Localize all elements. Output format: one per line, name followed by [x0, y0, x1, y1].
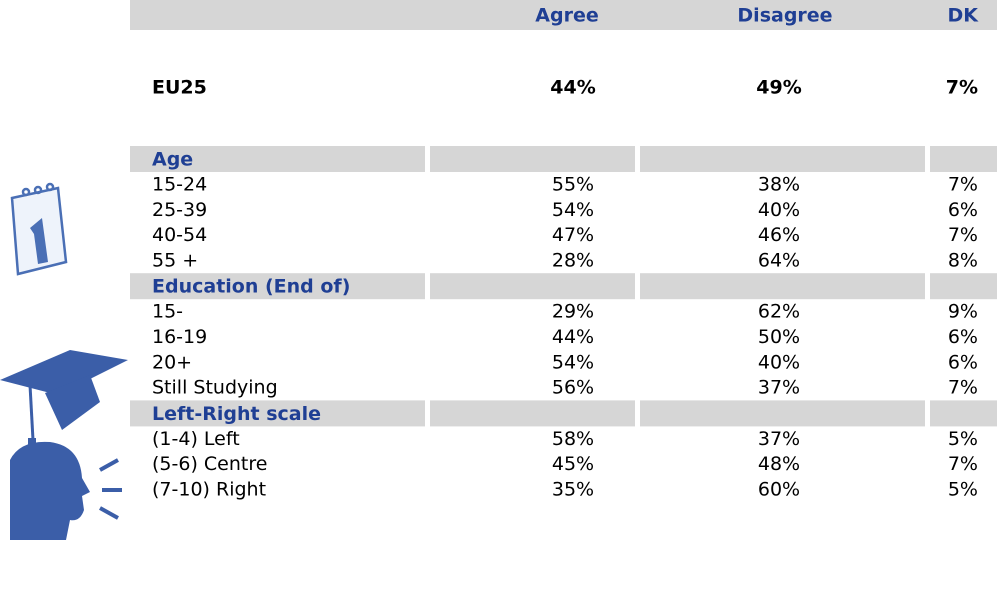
section-band	[130, 400, 425, 427]
cell: 29%	[552, 301, 594, 323]
cell: 7%	[946, 77, 978, 99]
row-label: (1-4) Left	[152, 428, 240, 450]
cell: 6%	[948, 326, 978, 348]
calendar-icon	[10, 182, 68, 276]
row-label: Still Studying	[152, 377, 278, 399]
cell: 7%	[948, 377, 978, 399]
cell: 47%	[552, 224, 594, 246]
column-header: Disagree	[737, 5, 832, 27]
cell: 40%	[758, 351, 800, 373]
cell: 50%	[758, 326, 800, 348]
header-band	[130, 0, 997, 30]
cell: 58%	[552, 428, 594, 450]
cell: 35%	[552, 479, 594, 501]
cell: 48%	[758, 453, 800, 475]
speaking-head-icon	[10, 441, 122, 540]
row-label: (7-10) Right	[152, 479, 266, 501]
cell: 5%	[948, 428, 978, 450]
cell: 55%	[552, 174, 594, 196]
cell: 28%	[552, 249, 594, 271]
section-band	[640, 146, 925, 172]
section-band	[640, 400, 925, 427]
cell: 49%	[756, 77, 801, 99]
section-band	[430, 400, 635, 427]
cell: 46%	[758, 224, 800, 246]
graduation-icon	[0, 350, 128, 450]
cell: 54%	[552, 351, 594, 373]
cell: 40%	[758, 199, 800, 221]
row-label: 25-39	[152, 199, 207, 221]
section-title: Age	[152, 149, 193, 171]
column-header: Agree	[535, 5, 598, 27]
cell: 5%	[948, 479, 978, 501]
cell: 64%	[758, 249, 800, 271]
row-label: 55 +	[152, 249, 198, 271]
section-band	[130, 146, 425, 172]
cell: 44%	[552, 326, 594, 348]
section-band	[430, 146, 635, 172]
section-title: Left-Right scale	[152, 403, 321, 425]
cell: 6%	[948, 199, 978, 221]
cell: 9%	[948, 301, 978, 323]
column-header: DK	[948, 5, 980, 27]
section-band	[430, 273, 635, 300]
section-band	[130, 273, 425, 300]
row-label: (5-6) Centre	[152, 453, 267, 475]
cell: 37%	[758, 377, 800, 399]
row-label: 40-54	[152, 224, 207, 246]
section-band	[930, 273, 997, 300]
section-band	[930, 146, 997, 172]
cell: 7%	[948, 453, 978, 475]
row-label: 15-	[152, 301, 183, 323]
row-label: 15-24	[152, 174, 207, 196]
cell: 38%	[758, 174, 800, 196]
row-label: EU25	[152, 77, 207, 99]
row-label: 20+	[152, 351, 192, 373]
section-title: Education (End of)	[152, 276, 350, 298]
cell: 6%	[948, 351, 978, 373]
cell: 56%	[552, 377, 594, 399]
section-band	[640, 273, 925, 300]
row-label: 16-19	[152, 326, 207, 348]
section-band	[930, 400, 997, 427]
cell: 44%	[550, 77, 595, 99]
cell: 54%	[552, 199, 594, 221]
cell: 37%	[758, 428, 800, 450]
cell: 60%	[758, 479, 800, 501]
cell: 45%	[552, 453, 594, 475]
cell: 8%	[948, 249, 978, 271]
cell: 7%	[948, 174, 978, 196]
cell: 62%	[758, 301, 800, 323]
cell: 7%	[948, 224, 978, 246]
